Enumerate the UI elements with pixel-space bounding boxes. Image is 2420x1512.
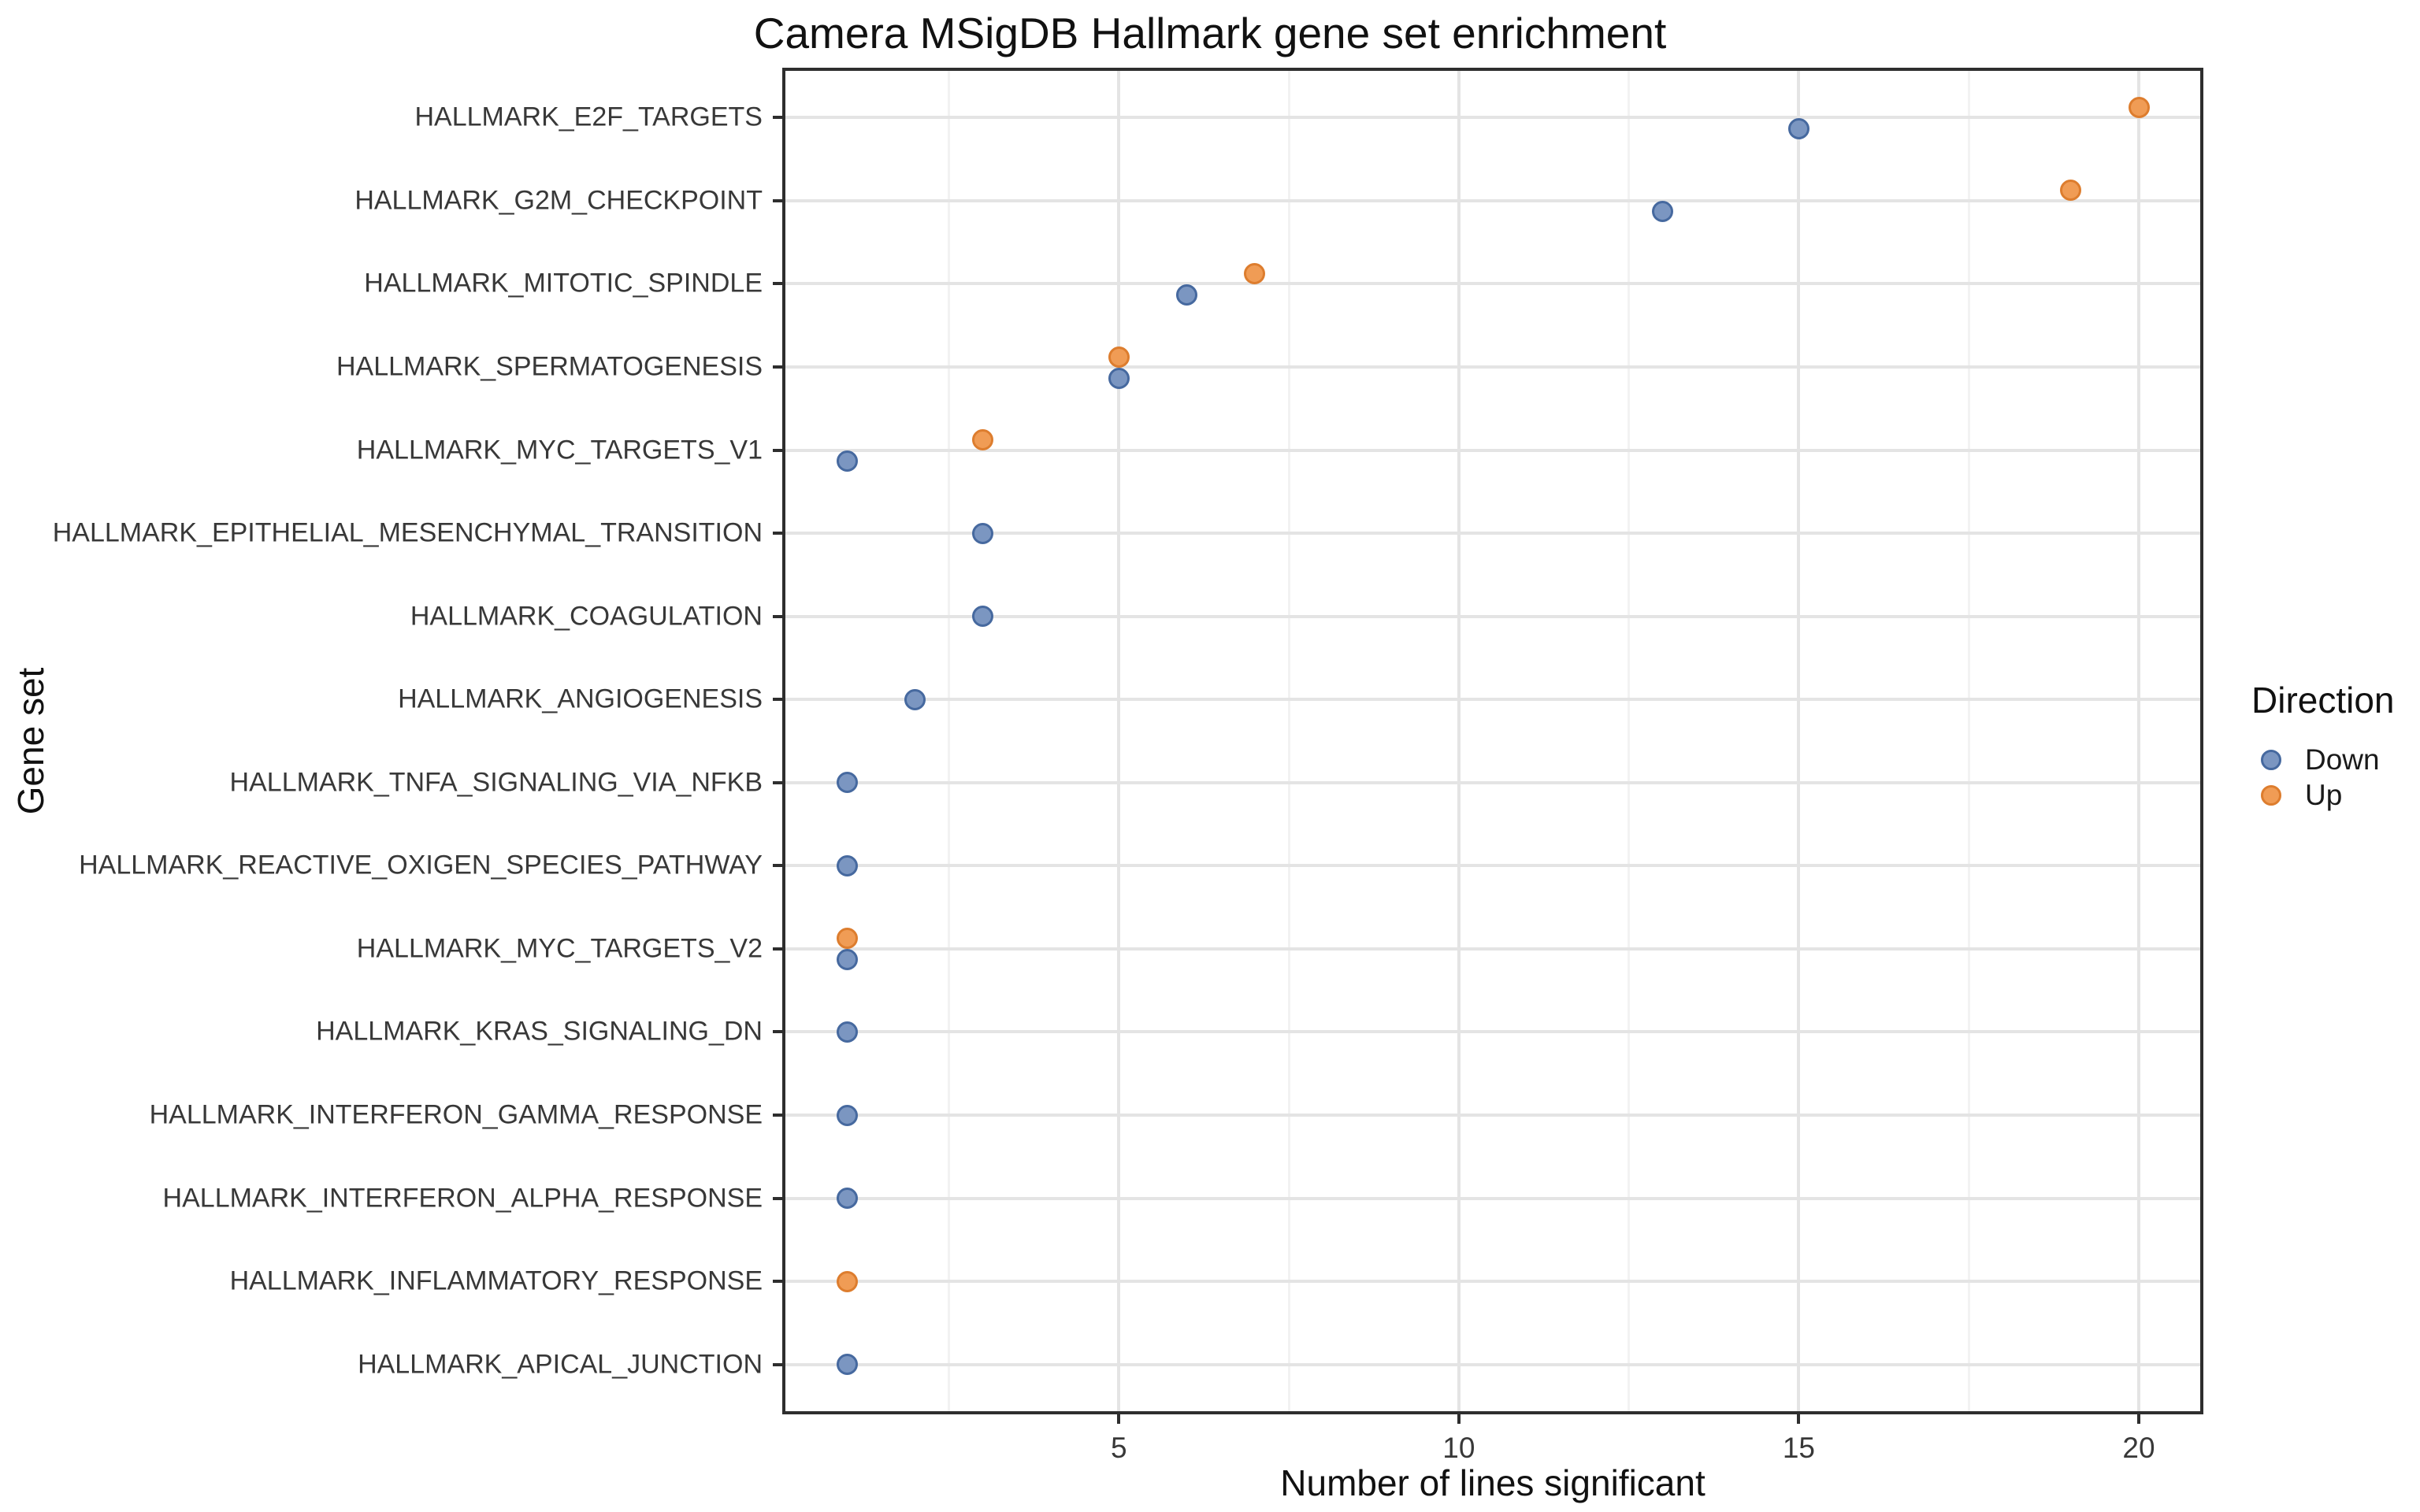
y-gridline — [782, 864, 2203, 868]
y-gridline — [782, 282, 2203, 286]
y-gridline — [782, 947, 2203, 951]
data-point-down — [836, 1188, 858, 1210]
legend-title: Direction — [2251, 680, 2395, 721]
x-gridline-major — [1797, 68, 1801, 1414]
y-gridline — [782, 448, 2203, 452]
y-category-label: HALLMARK_INTERFERON_ALPHA_RESPONSE — [162, 1183, 763, 1214]
plot-panel — [782, 68, 2203, 1414]
y-tick-mark — [773, 282, 782, 286]
y-category-label: HALLMARK_MITOTIC_SPINDLE — [364, 268, 763, 298]
data-point-down — [972, 522, 994, 544]
y-tick-mark — [773, 116, 782, 120]
y-gridline — [782, 532, 2203, 536]
y-category-label: HALLMARK_COAGULATION — [410, 601, 763, 632]
legend: Direction Down Up — [2250, 679, 2420, 813]
y-gridline — [782, 1114, 2203, 1117]
data-point-down — [836, 1354, 858, 1376]
data-point-up — [2128, 96, 2150, 118]
legend-item-up: Up — [2250, 777, 2420, 813]
y-tick-mark — [773, 532, 782, 536]
y-category-label: HALLMARK_KRAS_SIGNALING_DN — [316, 1016, 763, 1047]
x-gridline-major — [2137, 68, 2140, 1414]
chart-title: Camera MSigDB Hallmark gene set enrichme… — [753, 9, 1667, 57]
y-category-label: HALLMARK_E2F_TARGETS — [414, 102, 763, 132]
y-category-label: HALLMARK_EPITHELIAL_MESENCHYMAL_TRANSITI… — [52, 517, 763, 548]
x-tick-label: 5 — [1110, 1432, 1127, 1464]
y-gridline — [782, 698, 2203, 702]
y-category-label: HALLMARK_ANGIOGENESIS — [398, 684, 763, 714]
y-tick-mark — [773, 864, 782, 868]
y-tick-mark — [773, 698, 782, 702]
y-gridline — [782, 1362, 2203, 1366]
data-point-up — [1244, 262, 1266, 284]
data-point-down — [1652, 201, 1674, 223]
y-category-label: HALLMARK_INTERFERON_GAMMA_RESPONSE — [149, 1099, 763, 1130]
y-gridline — [782, 1196, 2203, 1200]
data-point-down — [1176, 284, 1198, 306]
x-tick-label: 10 — [1442, 1432, 1475, 1464]
x-gridline-major — [1117, 68, 1121, 1414]
y-tick-mark — [773, 198, 782, 202]
data-point-down — [836, 450, 858, 472]
y-category-label: HALLMARK_INFLAMMATORY_RESPONSE — [229, 1266, 763, 1296]
data-point-up — [2060, 180, 2082, 202]
y-category-label: HALLMARK_G2M_CHECKPOINT — [354, 185, 763, 216]
y-category-label: HALLMARK_SPERMATOGENESIS — [336, 351, 763, 382]
data-point-up — [836, 1270, 858, 1292]
y-tick-mark — [773, 947, 782, 951]
data-point-down — [836, 1021, 858, 1043]
data-point-down — [836, 949, 858, 971]
x-tick-mark — [1797, 1414, 1801, 1424]
x-gridline-major — [1457, 68, 1461, 1414]
legend-item-down: Down — [2250, 742, 2420, 777]
data-point-down — [836, 772, 858, 794]
y-gridline — [782, 614, 2203, 618]
x-gridline-minor — [1967, 68, 1970, 1414]
y-category-label: HALLMARK_REACTIVE_OXIGEN_SPECIES_PATHWAY — [79, 850, 763, 880]
down-swatch-icon — [2261, 749, 2281, 770]
y-tick-mark — [773, 614, 782, 618]
y-tick-mark — [773, 1114, 782, 1117]
y-tick-mark — [773, 448, 782, 452]
legend-label-up: Up — [2305, 778, 2343, 811]
y-category-label: HALLMARK_MYC_TARGETS_V1 — [356, 435, 763, 465]
y-gridline — [782, 780, 2203, 784]
data-point-down — [836, 854, 858, 876]
x-gridline-minor — [1628, 68, 1631, 1414]
x-axis-title: Number of lines significant — [1280, 1462, 1706, 1503]
x-tick-label: 15 — [1782, 1432, 1815, 1464]
data-point-down — [836, 1104, 858, 1126]
y-gridline — [782, 1280, 2203, 1284]
x-tick-label: 20 — [2122, 1432, 2155, 1464]
data-point-down — [1787, 117, 1809, 139]
x-tick-mark — [1457, 1414, 1461, 1424]
x-gridline-minor — [947, 68, 950, 1414]
y-category-label: HALLMARK_MYC_TARGETS_V2 — [356, 933, 763, 964]
legend-label-down: Down — [2305, 743, 2380, 776]
y-gridline — [782, 1030, 2203, 1034]
y-gridline — [782, 365, 2203, 369]
x-tick-mark — [1117, 1414, 1121, 1424]
data-point-up — [836, 928, 858, 950]
x-gridline-minor — [1287, 68, 1290, 1414]
y-tick-mark — [773, 780, 782, 784]
y-tick-mark — [773, 1362, 782, 1366]
data-point-up — [1108, 346, 1130, 368]
data-point-down — [972, 606, 994, 628]
y-tick-mark — [773, 1196, 782, 1200]
up-swatch-icon — [2261, 784, 2281, 806]
y-tick-mark — [773, 1280, 782, 1284]
data-point-down — [904, 688, 926, 710]
x-tick-mark — [2137, 1414, 2140, 1424]
y-tick-mark — [773, 365, 782, 369]
y-category-label: HALLMARK_TNFA_SIGNALING_VIA_NFKB — [229, 767, 763, 798]
data-point-down — [1108, 367, 1130, 389]
y-axis-title: Gene set — [10, 667, 51, 815]
y-category-label: HALLMARK_APICAL_JUNCTION — [358, 1349, 763, 1380]
data-point-up — [972, 429, 994, 451]
y-gridline — [782, 116, 2203, 120]
y-gridline — [782, 198, 2203, 202]
y-tick-mark — [773, 1030, 782, 1034]
